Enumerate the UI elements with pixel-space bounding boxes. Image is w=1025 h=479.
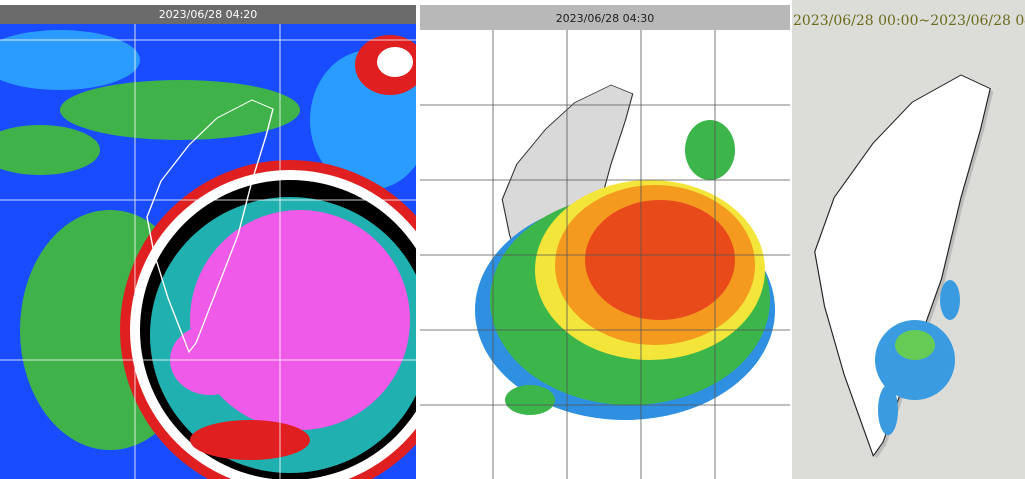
timestamp: 2023/06/28 04:20 — [159, 8, 258, 21]
echo-green — [505, 385, 555, 415]
echo-green — [685, 120, 735, 180]
cloud-core — [190, 210, 410, 430]
rain-blue — [940, 280, 960, 320]
timestamp: 2023/06/28 04:30 — [556, 12, 655, 25]
header-bar — [0, 5, 416, 24]
satellite-panel — [0, 24, 416, 479]
cloud-patch — [377, 47, 413, 77]
cloud-patch — [60, 80, 300, 140]
header-bar — [420, 5, 790, 30]
rain-blue — [878, 385, 898, 435]
cloud-patch — [190, 420, 310, 460]
cloud-patch — [0, 30, 140, 90]
rain-green — [895, 330, 935, 360]
radar-panel — [420, 30, 790, 479]
rainfall-panel — [792, 0, 1025, 479]
grid — [0, 24, 416, 479]
timestamp: 2023/06/28 00:00~2023/06/28 04:30 — [793, 13, 1025, 29]
echo-red — [585, 200, 735, 320]
grid — [420, 30, 790, 479]
cloud-patch — [0, 125, 100, 175]
